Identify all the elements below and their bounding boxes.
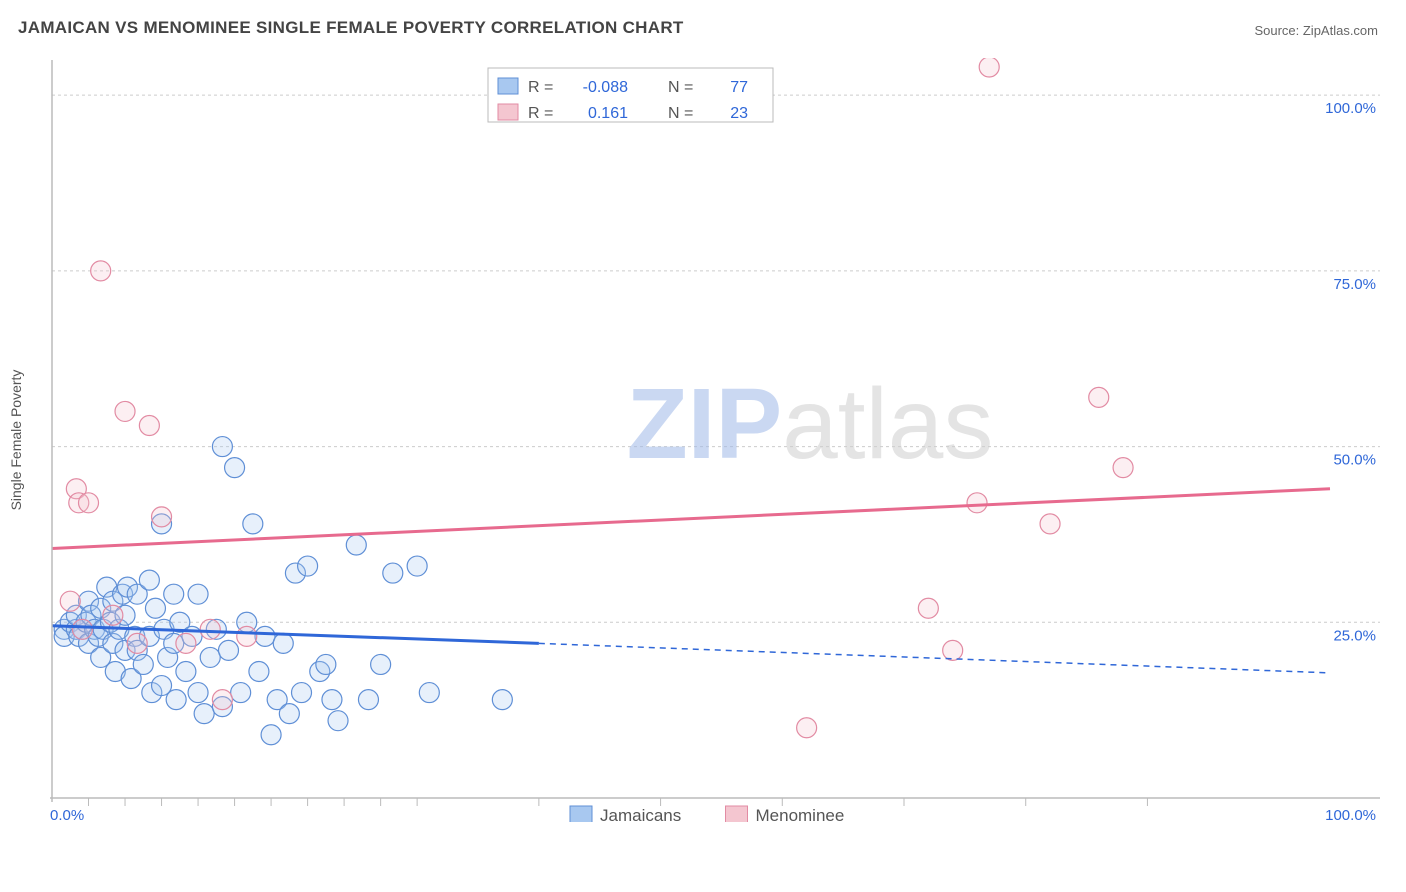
legend-n-value: 23 bbox=[730, 105, 748, 122]
legend-swatch bbox=[498, 104, 518, 120]
series-swatch bbox=[726, 806, 748, 822]
scatter-point bbox=[91, 261, 111, 281]
scatter-point bbox=[212, 437, 232, 457]
scatter-point bbox=[371, 654, 391, 674]
scatter-point bbox=[218, 640, 238, 660]
scatter-point bbox=[212, 690, 232, 710]
scatter-point bbox=[358, 690, 378, 710]
y-tick-label: 50.0% bbox=[1333, 452, 1376, 469]
x-tick-label: 0.0% bbox=[50, 807, 84, 822]
scatter-point bbox=[152, 507, 172, 527]
scatter-point bbox=[407, 556, 427, 576]
legend-r-value: -0.088 bbox=[583, 79, 628, 96]
scatter-point bbox=[279, 704, 299, 724]
scatter-point bbox=[200, 647, 220, 667]
scatter-point bbox=[797, 718, 817, 738]
scatter-point bbox=[188, 584, 208, 604]
scatter-point bbox=[967, 493, 987, 513]
scatter-point bbox=[261, 725, 281, 745]
scatter-point bbox=[249, 661, 269, 681]
scatter-point bbox=[200, 619, 220, 639]
scatter-point bbox=[346, 535, 366, 555]
scatter-point bbox=[79, 493, 99, 513]
scatter-point bbox=[60, 591, 80, 611]
scatter-point bbox=[492, 690, 512, 710]
scatter-point bbox=[194, 704, 214, 724]
scatter-point bbox=[237, 626, 257, 646]
legend-n-label: N = bbox=[668, 79, 693, 96]
x-tick-label: 100.0% bbox=[1325, 807, 1376, 822]
source-name: ZipAtlas.com bbox=[1303, 23, 1378, 38]
y-tick-label: 25.0% bbox=[1333, 627, 1376, 644]
watermark: ZIPatlas bbox=[627, 368, 994, 480]
scatter-point bbox=[979, 58, 999, 77]
scatter-point bbox=[176, 661, 196, 681]
scatter-point bbox=[72, 619, 92, 639]
legend-n-label: N = bbox=[668, 105, 693, 122]
legend-r-label: R = bbox=[528, 105, 553, 122]
scatter-point bbox=[127, 633, 147, 653]
y-tick-label: 100.0% bbox=[1325, 100, 1376, 117]
scatter-point bbox=[176, 633, 196, 653]
trend-line-dashed bbox=[539, 643, 1330, 673]
scatter-point bbox=[292, 683, 312, 703]
legend-r-value: 0.161 bbox=[588, 105, 628, 122]
scatter-point bbox=[322, 690, 342, 710]
y-tick-label: 75.0% bbox=[1333, 276, 1376, 293]
scatter-point bbox=[255, 626, 275, 646]
scatter-point bbox=[273, 633, 293, 653]
scatter-point bbox=[298, 556, 318, 576]
chart-source: Source: ZipAtlas.com bbox=[1254, 23, 1378, 38]
source-prefix: Source: bbox=[1254, 23, 1302, 38]
scatter-point bbox=[115, 401, 135, 421]
scatter-plot: ZIPatlas 0.0% 100.0% 25.0% 50.0% 75.0% 100.0% R… bbox=[50, 58, 1380, 822]
scatter-point bbox=[918, 598, 938, 618]
chart-title: JAMAICAN VS MENOMINEE SINGLE FEMALE POVE… bbox=[18, 18, 684, 38]
series-label: Menominee bbox=[756, 806, 845, 822]
scatter-point bbox=[328, 711, 348, 731]
legend-r-label: R = bbox=[528, 79, 553, 96]
series-label: Jamaicans bbox=[600, 806, 681, 822]
series-swatch bbox=[570, 806, 592, 822]
scatter-point bbox=[133, 654, 153, 674]
title-bar: JAMAICAN VS MENOMINEE SINGLE FEMALE POVE… bbox=[0, 0, 1406, 46]
legend-swatch bbox=[498, 78, 518, 94]
scatter-point bbox=[139, 415, 159, 435]
scatter-point bbox=[419, 683, 439, 703]
scatter-point bbox=[1113, 458, 1133, 478]
scatter-point bbox=[1089, 387, 1109, 407]
scatter-point bbox=[243, 514, 263, 534]
scatter-point bbox=[1040, 514, 1060, 534]
scatter-point bbox=[164, 584, 184, 604]
scatter-point bbox=[225, 458, 245, 478]
scatter-point bbox=[103, 605, 123, 625]
scatter-point bbox=[145, 598, 165, 618]
y-axis-label: Single Female Poverty bbox=[8, 370, 24, 511]
scatter-point bbox=[188, 683, 208, 703]
scatter-point bbox=[316, 654, 336, 674]
scatter-point bbox=[231, 683, 251, 703]
scatter-point bbox=[139, 570, 159, 590]
scatter-point bbox=[383, 563, 403, 583]
legend-n-value: 77 bbox=[730, 79, 748, 96]
scatter-point bbox=[943, 640, 963, 660]
scatter-point bbox=[166, 690, 186, 710]
chart-area: Single Female Poverty ZIPatlas0.0%100.0%… bbox=[50, 58, 1380, 822]
